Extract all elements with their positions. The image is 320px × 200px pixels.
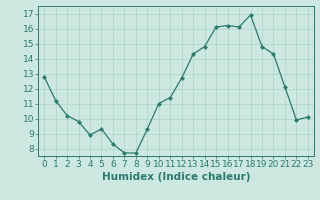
X-axis label: Humidex (Indice chaleur): Humidex (Indice chaleur) bbox=[102, 172, 250, 182]
